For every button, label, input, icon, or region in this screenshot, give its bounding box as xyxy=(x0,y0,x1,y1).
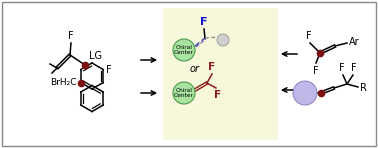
Text: F: F xyxy=(339,63,345,73)
Circle shape xyxy=(173,39,195,61)
Text: F: F xyxy=(214,90,222,100)
Text: Chiral
Center: Chiral Center xyxy=(174,45,194,55)
Circle shape xyxy=(173,82,195,104)
Text: BrH₂C: BrH₂C xyxy=(50,78,77,87)
Bar xyxy=(163,8,278,140)
Text: R: R xyxy=(360,83,367,93)
Text: F: F xyxy=(106,65,112,74)
Text: F: F xyxy=(68,31,74,41)
Text: F: F xyxy=(351,63,357,73)
Text: F: F xyxy=(208,62,215,72)
Text: or: or xyxy=(190,64,200,74)
Text: LG: LG xyxy=(89,51,102,61)
Circle shape xyxy=(293,81,317,105)
Text: F: F xyxy=(313,66,319,76)
Circle shape xyxy=(217,34,229,46)
Text: F: F xyxy=(200,17,208,27)
Text: F: F xyxy=(306,31,312,41)
Text: Chiral
Center: Chiral Center xyxy=(174,88,194,98)
Text: Ar: Ar xyxy=(349,37,359,47)
